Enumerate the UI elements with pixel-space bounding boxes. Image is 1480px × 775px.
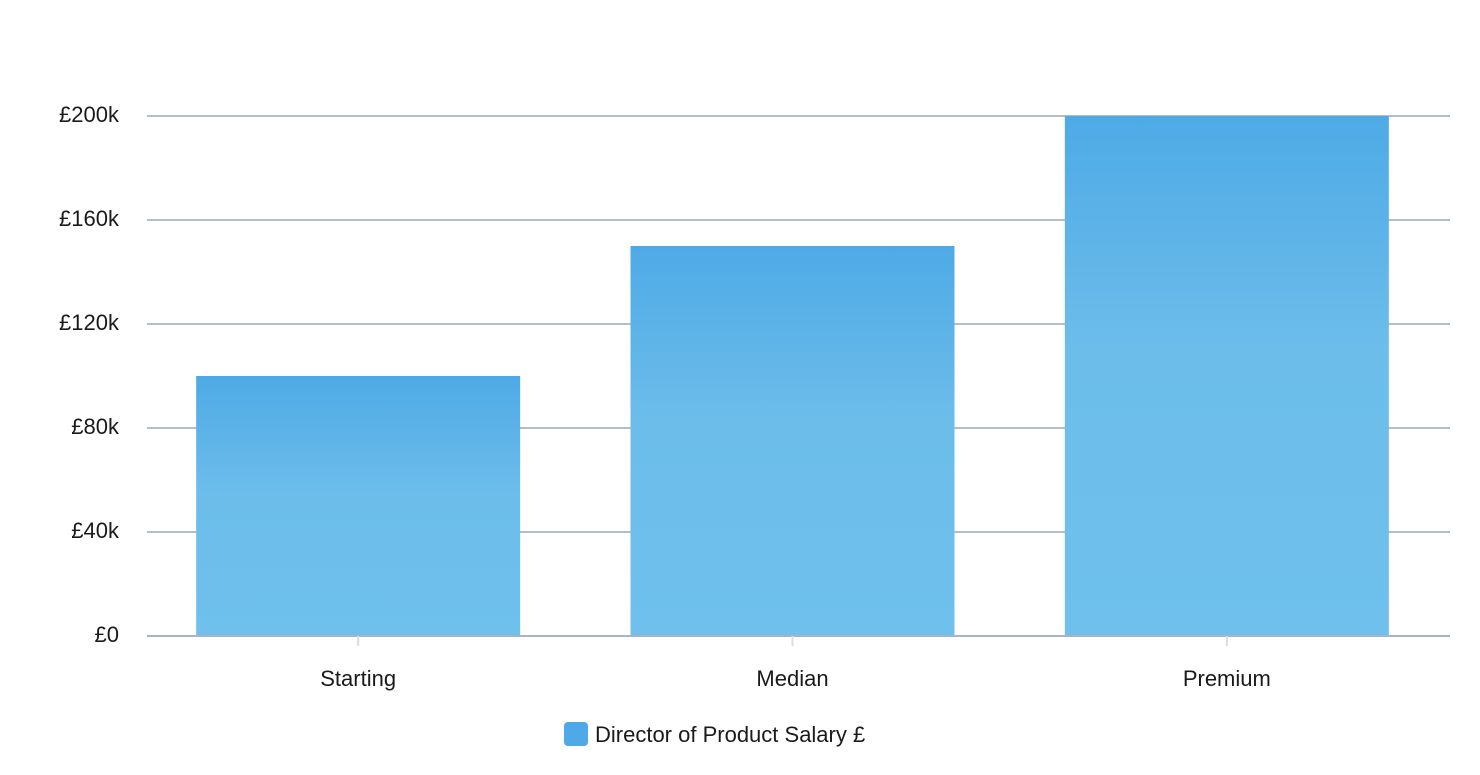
- x-tick-label: Starting: [320, 666, 396, 691]
- y-tick-label: £200k: [59, 102, 120, 127]
- bar-premium[interactable]: [1064, 116, 1389, 636]
- x-tick-label: Premium: [1183, 666, 1271, 691]
- y-tick-label: £0: [95, 622, 119, 647]
- y-tick-label: £80k: [71, 414, 120, 439]
- bar-starting[interactable]: [196, 376, 521, 636]
- x-tick-label: Median: [756, 666, 828, 691]
- y-axis-tick-labels: £0 £40k £80k £120k £160k £200k: [59, 102, 120, 647]
- bar-median[interactable]: [630, 246, 955, 636]
- y-tick-label: £160k: [59, 206, 120, 231]
- legend-swatch[interactable]: [564, 722, 588, 746]
- y-tick-label: £120k: [59, 310, 120, 335]
- x-axis-tick-labels: Starting Median Premium: [320, 666, 1271, 691]
- x-axis: [147, 635, 1450, 646]
- legend-label[interactable]: Director of Product Salary £: [595, 722, 865, 747]
- bars: [196, 116, 1389, 636]
- legend[interactable]: Director of Product Salary £: [564, 722, 865, 747]
- y-tick-label: £40k: [71, 518, 120, 543]
